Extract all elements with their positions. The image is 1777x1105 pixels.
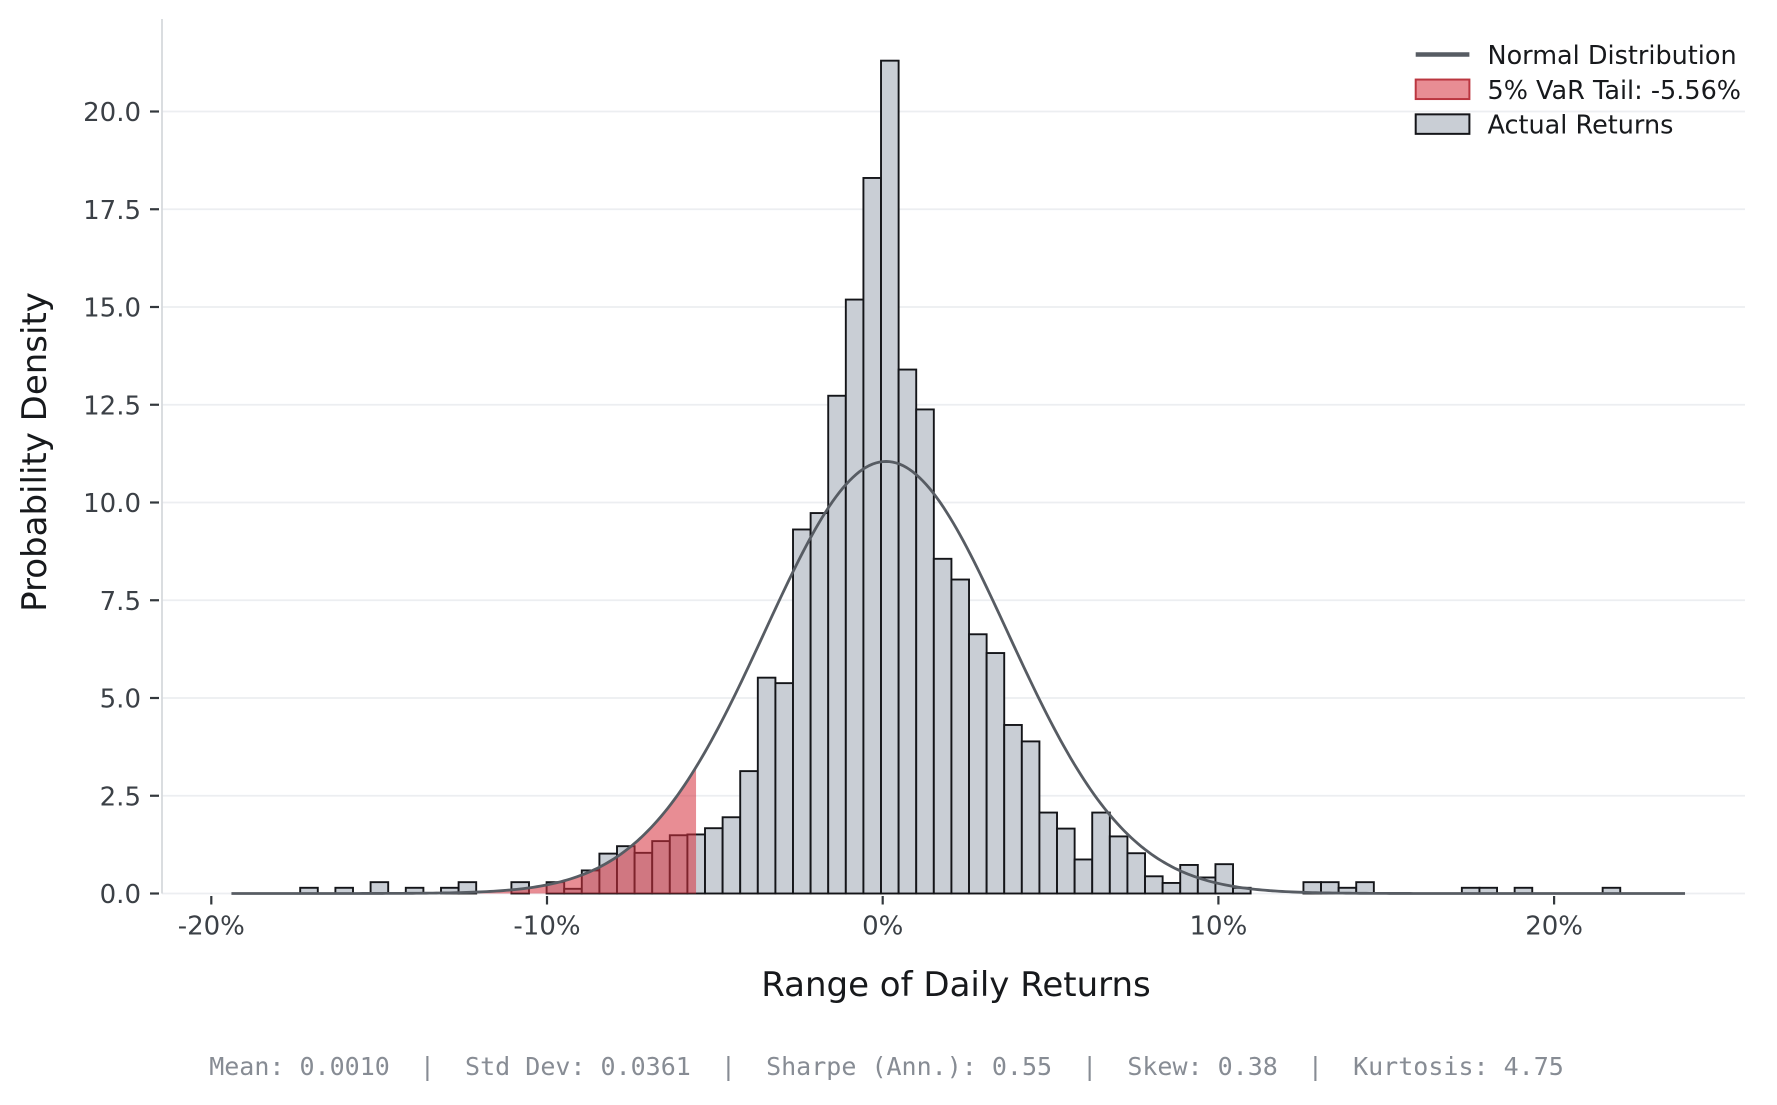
histogram-bars — [299, 59, 1622, 895]
gridlines — [162, 110, 1745, 895]
legend-label-var: 5% VaR Tail: -5.56% — [1488, 76, 1742, 106]
x-axis-label: Range of Daily Returns — [761, 965, 1151, 1005]
y-tick-label: 20.0 — [83, 98, 141, 128]
histogram-bar — [1214, 863, 1234, 895]
histogram-bar — [932, 557, 953, 895]
x-tick-label: 20% — [1525, 912, 1583, 942]
y-tick-label: 0.0 — [100, 880, 141, 910]
histogram-bar — [1020, 740, 1041, 895]
x-tick-label: 0% — [862, 912, 903, 942]
histogram-bar — [1355, 881, 1375, 895]
x-tick-labels: -20% -10% 0% 10% 20% — [178, 912, 1583, 942]
y-tick-label: 15.0 — [83, 294, 141, 324]
x-tick-label: -10% — [513, 912, 580, 942]
legend-label-returns: Actual Returns — [1488, 111, 1674, 141]
histogram-bar — [739, 770, 759, 895]
y-tick-label: 10.0 — [83, 489, 141, 519]
histogram-bar — [756, 676, 777, 895]
histogram-bar — [1038, 811, 1058, 895]
histogram-bar — [1161, 881, 1182, 895]
histogram-bar — [880, 59, 900, 895]
stats-summary-line: Mean: 0.0010 | Std Dev: 0.0361 | Sharpe … — [209, 1052, 1564, 1081]
histogram-bar — [968, 633, 988, 895]
y-tick-labels: 0.0 2.5 5.0 7.5 10.0 12.5 15.0 17.5 20.0 — [83, 98, 141, 910]
histogram-bar — [721, 816, 742, 895]
var-tail-fill — [231, 767, 697, 894]
y-axis-label: Probability Density — [15, 292, 55, 612]
legend-var-swatch — [1414, 78, 1471, 101]
normal-distribution-curve — [231, 460, 1686, 895]
histogram-bar — [369, 881, 390, 895]
legend-returns-swatch — [1414, 113, 1471, 135]
histogram-bar — [844, 298, 865, 895]
histogram-bar — [985, 652, 1006, 895]
histogram-bar — [1144, 875, 1164, 895]
histogram-bar — [1179, 864, 1199, 895]
histogram-bar — [1108, 835, 1129, 895]
y-tick-label: 5.0 — [100, 685, 141, 715]
histogram-bar — [792, 528, 812, 895]
histogram-bar — [1056, 827, 1076, 895]
y-tick-label: 7.5 — [100, 587, 141, 617]
histogram-bar — [1091, 811, 1111, 895]
legend: Normal Distribution 5% VaR Tail: -5.56% … — [1414, 41, 1742, 141]
legend-label-normal: Normal Distribution — [1488, 41, 1737, 71]
histogram-bar — [774, 682, 794, 895]
histogram-bar — [809, 512, 830, 895]
histogram-bar — [1073, 858, 1094, 895]
histogram-bar — [862, 177, 882, 895]
histogram-bar — [827, 394, 847, 895]
histogram-bar — [704, 827, 724, 895]
y-tick-label: 17.5 — [83, 196, 141, 226]
histogram-bar — [897, 368, 918, 895]
histogram-bar — [1003, 724, 1023, 895]
axis-tick-marks — [150, 110, 1556, 905]
x-tick-label: -20% — [178, 912, 245, 942]
y-tick-label: 2.5 — [100, 782, 141, 812]
y-tick-label: 12.5 — [83, 391, 141, 421]
histogram-bar — [950, 578, 970, 895]
x-tick-label: 10% — [1190, 912, 1248, 942]
histogram-bar — [1126, 852, 1146, 895]
